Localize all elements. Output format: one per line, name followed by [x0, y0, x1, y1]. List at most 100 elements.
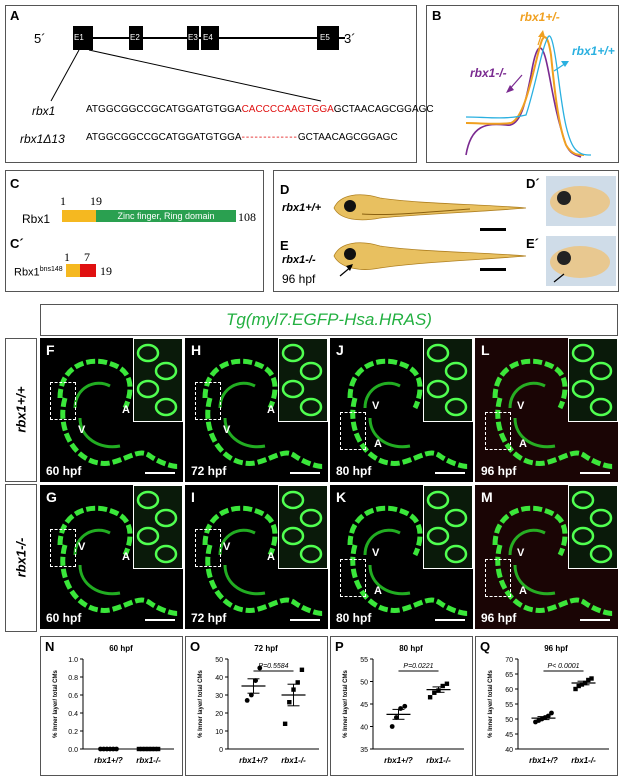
y-tick-label: 40 — [505, 747, 513, 754]
chart-panel-label: N — [45, 639, 54, 654]
y-tick-label: 0.0 — [68, 747, 78, 754]
heart-outline — [347, 505, 471, 616]
c-bar-n — [62, 210, 96, 222]
data-point — [155, 746, 161, 752]
y-tick-label: 10 — [215, 729, 223, 736]
data-point — [444, 681, 450, 686]
y-tick-label: 0.8 — [68, 675, 78, 682]
wt-sequence: ATGGCGGCCGCATGGATGTGGACACCCCAAGTGGAGCTAA… — [86, 104, 434, 115]
x-tick-label: rbx1-/- — [571, 756, 596, 765]
tg-title-box — [40, 304, 618, 336]
data-point — [248, 692, 254, 698]
zoom-inset — [423, 338, 473, 422]
x-tick-label: rbx1+/? — [94, 756, 123, 765]
micrograph-l: L 96 hpf V A — [475, 338, 618, 482]
micrograph-i: I 72 hpf V A — [185, 485, 328, 629]
data-point — [589, 676, 594, 681]
p-value: P=0.0221 — [403, 663, 433, 670]
y-tick-label: 65 — [505, 672, 513, 679]
micro-label: H — [191, 342, 202, 358]
zoom-region — [485, 559, 511, 597]
mut-sequence: ATGGCGGCCGCATGGATGTGGA-------------GCTAA… — [86, 132, 398, 143]
micro-stage: 60 hpf — [46, 611, 82, 625]
ventricle-label: V — [223, 424, 231, 436]
c-end: 108 — [238, 210, 256, 224]
d2-head-image — [546, 176, 616, 226]
legend-wt: rbx1+/+ — [572, 44, 615, 58]
zoom-inset — [278, 338, 328, 422]
c2-protein-name: Rbx1 — [14, 266, 40, 279]
data-point — [440, 683, 445, 689]
data-point — [136, 746, 142, 752]
y-tick-label: 30 — [215, 693, 223, 700]
y-tick-label: 50 — [505, 717, 513, 724]
y-tick-label: 40 — [215, 675, 223, 682]
y-tick-label: 35 — [360, 747, 368, 754]
chart-title: 60 hpf — [109, 644, 133, 653]
legend-mut: rbx1-/- — [470, 66, 507, 80]
scale-bar — [145, 619, 175, 621]
wt-seq-b: GCTAACAGCGGAGC — [333, 104, 434, 115]
c-protein: Rbx1 — [22, 212, 51, 226]
y-tick-label: 70 — [505, 657, 513, 664]
e-scale-bar — [480, 268, 506, 271]
panel-label-d2: D´ — [526, 176, 540, 191]
panel-label-e2: E´ — [526, 236, 539, 251]
mut-seq-deleted: ------------- — [241, 132, 298, 143]
chart-svg: Q 96 hpf 40 45 50 55 60 65 70 % Inner layer/ tota… — [480, 639, 609, 765]
scale-bar — [290, 472, 320, 474]
five-prime-label: 5´ — [34, 31, 46, 46]
chart-q: Q 96 hpf 40 45 50 55 60 65 70 % Inner layer/ tota… — [475, 636, 618, 776]
larva-wt-image — [333, 194, 527, 221]
micrograph-j: J 80 hpf V A — [330, 338, 473, 482]
ventricle-label: V — [78, 541, 86, 553]
data-point — [427, 695, 433, 700]
micro-label: I — [191, 489, 195, 505]
heart-outline — [492, 505, 616, 616]
y-axis-label: % Inner layer/ total CMs — [488, 669, 494, 737]
d-scale-bar — [480, 228, 506, 231]
y-tick-label: 55 — [505, 702, 513, 709]
data-point — [573, 686, 578, 692]
y-tick-label: 50 — [215, 657, 223, 664]
data-point — [143, 746, 148, 752]
panel-de — [273, 170, 619, 292]
heart-outline — [202, 505, 326, 616]
scale-bar — [290, 619, 320, 621]
spectrum-plot — [465, 30, 592, 158]
x-tick-label: rbx1+/? — [384, 756, 413, 765]
zoom-region — [195, 382, 221, 420]
c2-end: 19 — [100, 264, 112, 278]
y-tick-label: 45 — [505, 732, 513, 739]
data-point — [299, 667, 305, 672]
y-axis-label: % Inner layer/ total CMs — [343, 669, 349, 737]
p-value: P=0.5584 — [258, 663, 288, 670]
data-point — [253, 678, 258, 683]
chart-panel-label: P — [335, 639, 344, 654]
p-value: P< 0.0001 — [547, 663, 579, 670]
x-tick-label: rbx1-/- — [281, 756, 306, 765]
scale-bar — [580, 619, 610, 621]
micrograph-k: K 80 hpf V A — [330, 485, 473, 629]
y-tick-label: 40 — [360, 725, 368, 732]
y-tick-label: 0.2 — [68, 729, 78, 736]
micro-label: K — [336, 489, 347, 505]
panel-label-c: C — [10, 176, 20, 191]
scale-bar — [580, 472, 610, 474]
data-point — [244, 698, 250, 703]
micro-label: F — [46, 342, 55, 358]
panel-label-a: A — [10, 8, 20, 23]
panel-c — [5, 170, 264, 292]
zoom-inset — [278, 485, 328, 569]
atrium-label: A — [267, 404, 275, 416]
panel-label-e: E — [280, 238, 289, 253]
data-point — [152, 746, 158, 752]
data-point — [146, 746, 151, 752]
c-mid: 19 — [90, 194, 102, 208]
atrium-label: A — [519, 585, 527, 597]
mut-seq-b: GCTAACAGCGGAGC — [297, 132, 398, 143]
chart-svg: N 60 hpf 0.0 0.2 0.4 0.6 0.8 1.0 % Inner layer/ … — [45, 639, 174, 765]
x-tick-label: rbx1-/- — [136, 756, 161, 765]
zoom-region — [485, 412, 511, 450]
scale-bar — [435, 619, 465, 621]
